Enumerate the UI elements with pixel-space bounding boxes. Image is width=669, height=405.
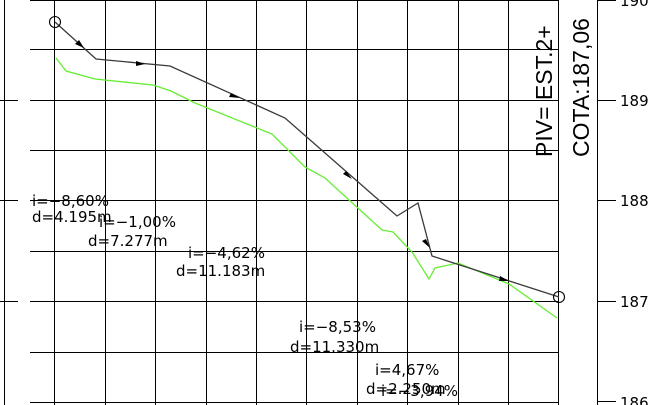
grid — [0, 0, 616, 405]
direction-arrow — [136, 61, 145, 66]
segment-grade: i=4,67% — [375, 361, 439, 379]
segment-annotations: i=−8,60% d=4.195m i=−1,00% d=7.277m i=−4… — [32, 192, 458, 400]
segment-grade: i=−8,60% — [32, 192, 109, 210]
terrain-line — [55, 57, 558, 319]
direction-arrow — [75, 40, 84, 48]
pi-station-label: PIV= EST.2+ — [531, 25, 557, 157]
direction-arrow — [343, 171, 352, 179]
segment-length: d=7.277m — [88, 232, 168, 250]
direction-arrow — [422, 239, 430, 248]
elevation-label: 189 — [620, 92, 649, 110]
elevation-label: 187 — [620, 293, 649, 311]
pi-callout: PIV= EST.2+ COTA:187,06 — [531, 18, 594, 157]
segment-length: d=11.183m — [176, 262, 265, 280]
direction-arrow — [499, 276, 509, 281]
segment-grade: i=−8,53% — [299, 318, 376, 336]
segment-grade: i=−1,00% — [99, 213, 176, 231]
end-vertex — [552, 290, 566, 304]
segment-grade: i=−3,94% — [381, 382, 458, 400]
segment-grade: i=−4,62% — [188, 244, 265, 262]
direction-arrow — [229, 93, 240, 98]
segment-length: d=4.195m — [32, 208, 112, 226]
start-vertex — [48, 15, 62, 29]
elevation-label: 188 — [620, 192, 649, 210]
design-grade-line — [54, 21, 560, 298]
segment-length: d=2.250m — [366, 380, 446, 398]
elevation-label: 186 — [620, 394, 649, 405]
elevation-label: 190 — [620, 0, 649, 10]
pi-elevation-label: COTA:187,06 — [568, 18, 594, 157]
direction-arrows — [75, 40, 509, 281]
elevation-labels: 190 189 188 187 186 — [620, 0, 649, 405]
segment-length: d=11.330m — [290, 338, 379, 356]
